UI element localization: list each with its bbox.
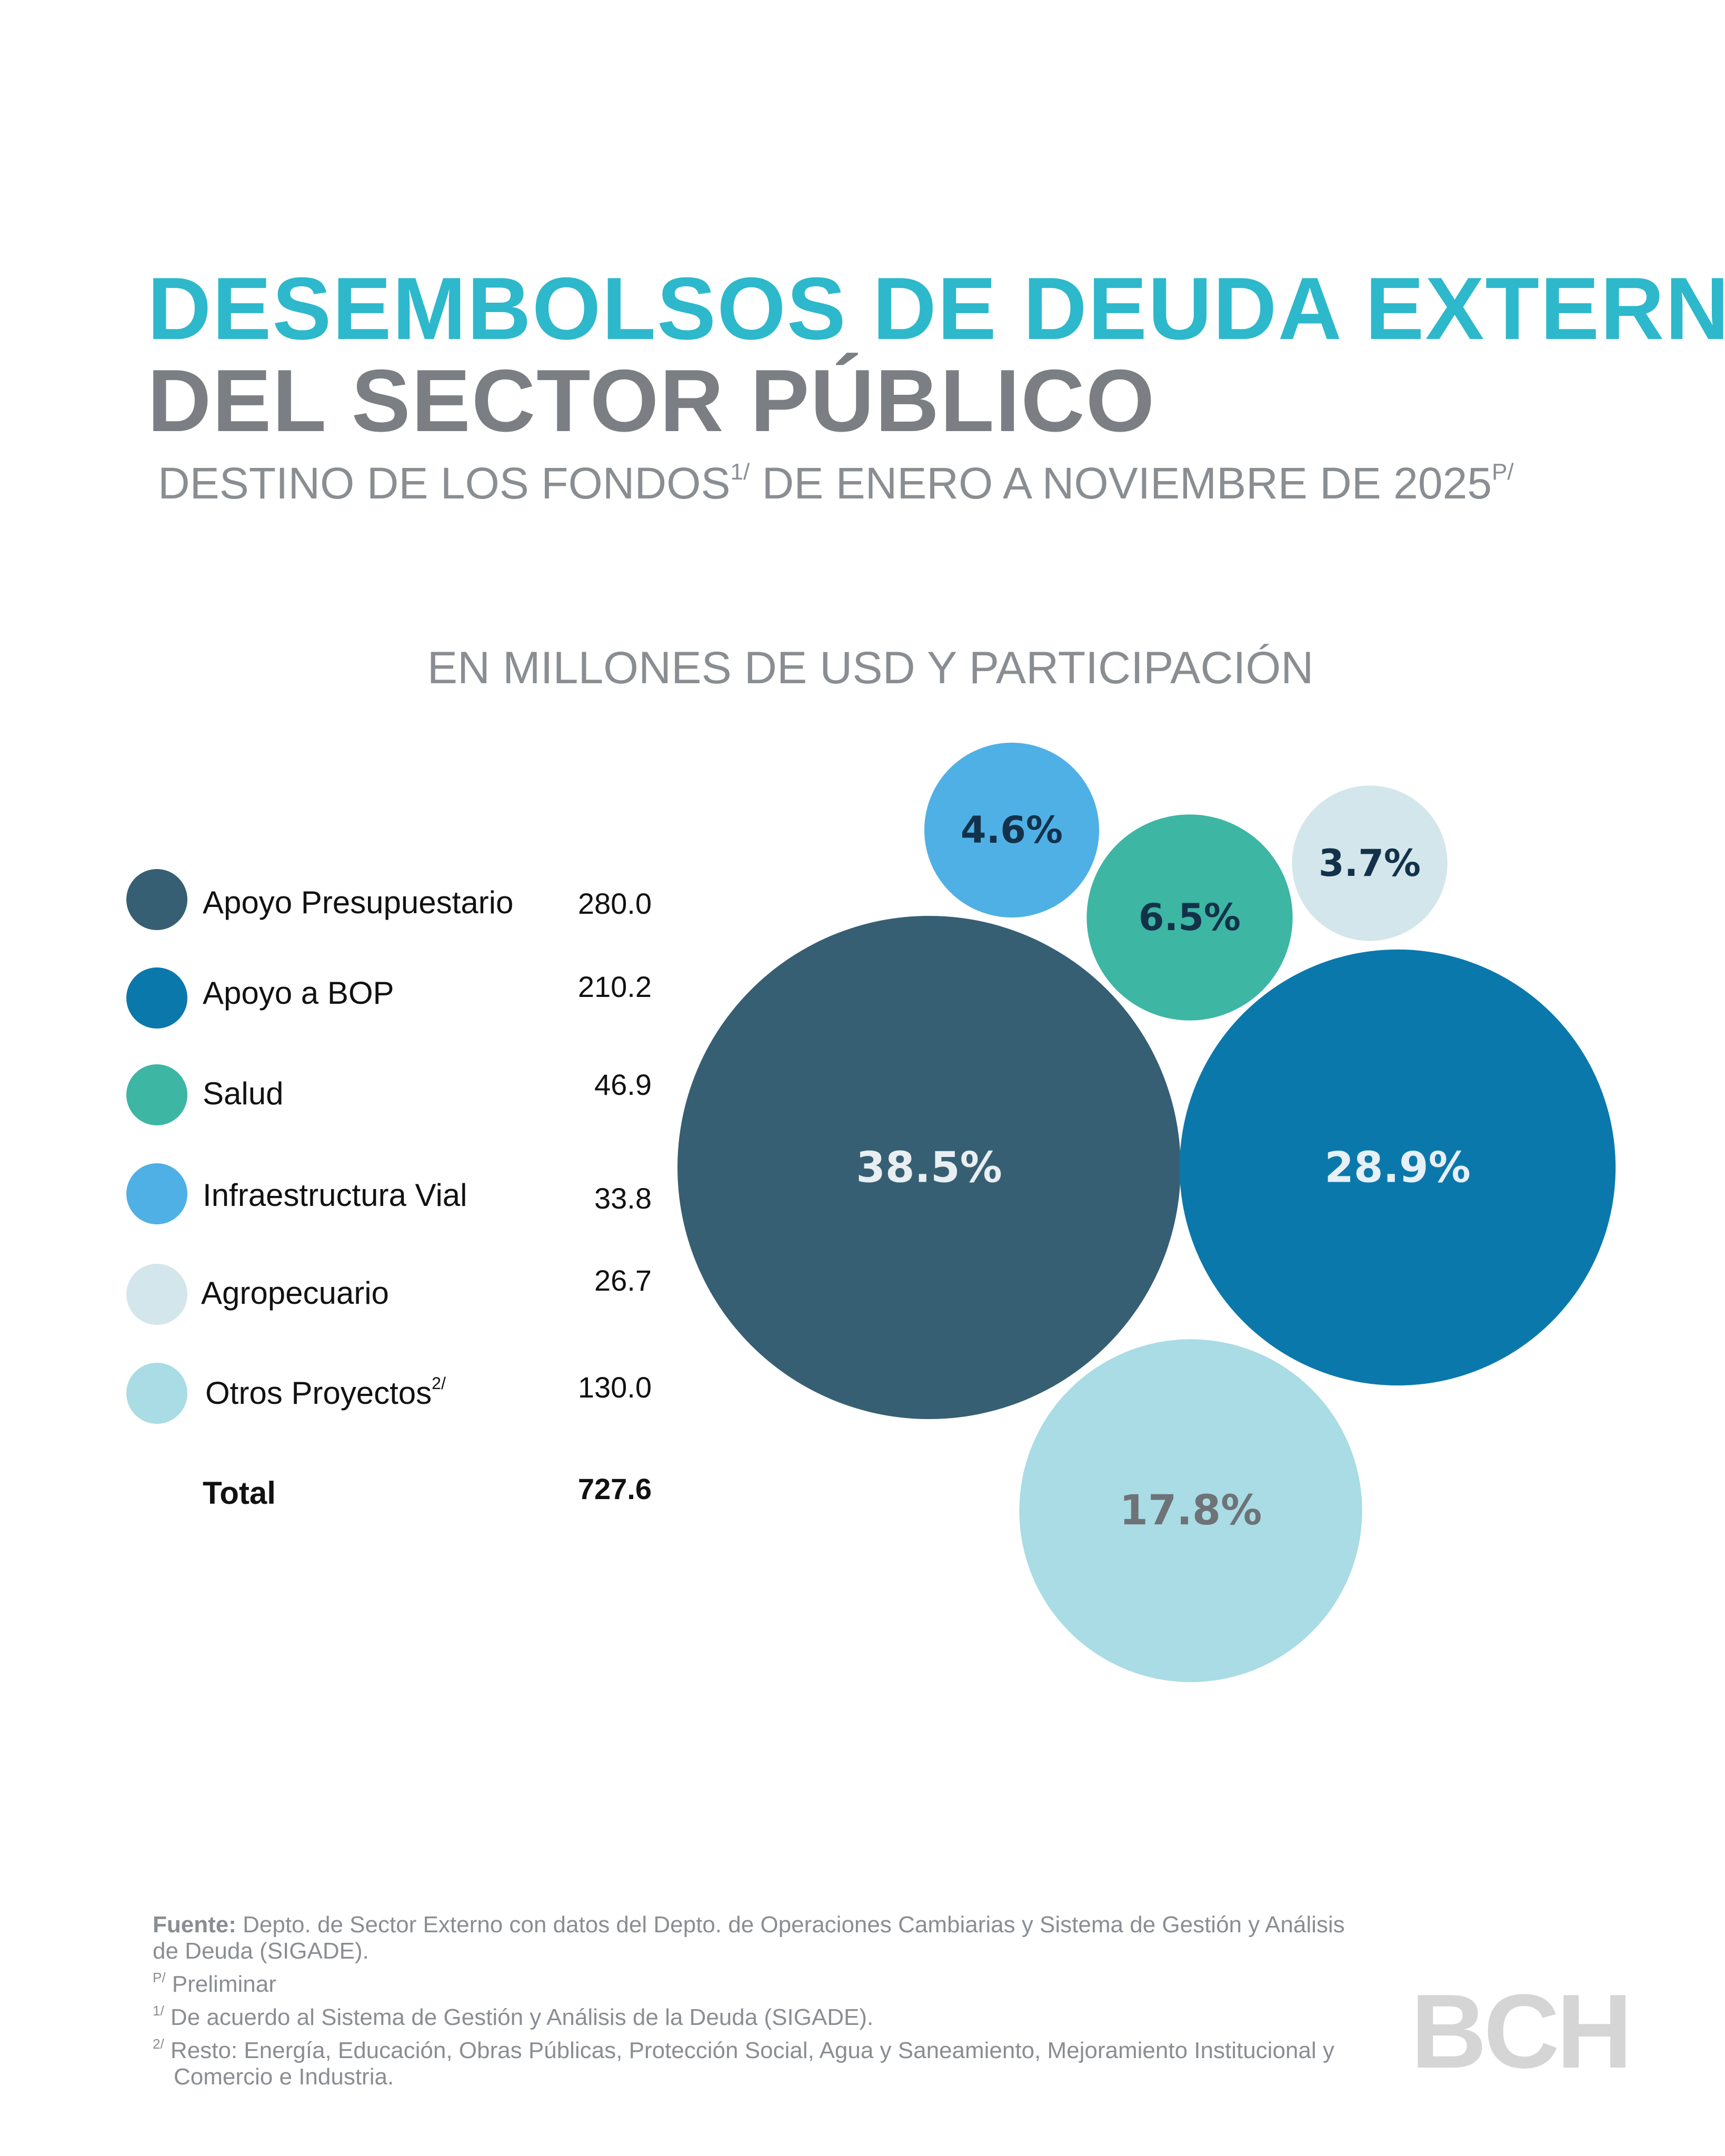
legend-dot-otros-proyectos [126, 1363, 187, 1424]
bubble-apoyo-presupuestario [677, 916, 1181, 1419]
legend-label-apoyo-bop: Apoyo a BOP [203, 975, 394, 1011]
bubble-infraestructura-vial [924, 742, 1100, 918]
legend-label-agropecuario: Agropecuario [201, 1275, 389, 1311]
legend-label-otros-proyectos-text: Otros Proyectos [205, 1375, 432, 1411]
footer-note-p-mark: P/ [153, 1970, 166, 1985]
total-label: Total [203, 1475, 276, 1511]
title-line-2: DEL SECTOR PÚBLICO [147, 351, 1156, 450]
legend-dot-infraestructura-vial [126, 1163, 187, 1224]
bubble-agropecuario [1292, 785, 1448, 941]
legend-footnote-mark-2: 2/ [432, 1374, 446, 1393]
footer-note-2-mark: 2/ [153, 2036, 164, 2052]
footer-source-line: Fuente: Depto. de Sector Externo con dat… [153, 1912, 1374, 1938]
footer-note-1-mark: 1/ [153, 2003, 164, 2019]
legend-value-apoyo-bop: 210.2 [577, 970, 652, 1003]
footer-source-text: Depto. de Sector Externo con datos del D… [236, 1912, 1345, 1938]
legend-dot-apoyo-presupuestario [126, 869, 187, 930]
units-label: EN MILLONES DE USD Y PARTICIPACIÓN [427, 643, 1314, 693]
bubble-label-apoyo-bop: 28.9% [1324, 1143, 1471, 1192]
legend-value-agropecuario: 26.7 [594, 1264, 652, 1297]
legend-value-infraestructura-vial: 33.8 [594, 1182, 652, 1215]
bubble-label-salud: 6.5% [1139, 896, 1241, 939]
subtitle-part-2: DE ENERO A NOVIEMBRE DE 2025 [750, 458, 1492, 508]
footer-source-label: Fuente: [153, 1912, 236, 1938]
legend-value-otros-proyectos: 130.0 [577, 1371, 652, 1404]
footer-note-p-text: Preliminar [165, 1971, 276, 1997]
footer-note-2: 2/ Resto: Energía, Educación, Obras Públ… [153, 2031, 1374, 2064]
bch-logo: BCH [1411, 1973, 1632, 2090]
bubble-apoyo-bop [1179, 949, 1616, 1386]
legend-value-salud: 46.9 [594, 1068, 652, 1101]
legend-label-otros-proyectos: Otros Proyectos2/ [205, 1374, 446, 1411]
title-line-1: DESEMBOLSOS DE DEUDA EXTERNA [147, 259, 1725, 358]
footer-note-2-text: Resto: Energía, Educación, Obras Pública… [164, 2038, 1334, 2063]
legend-dot-apoyo-bop [126, 967, 187, 1029]
footer-note-1: 1/ De acuerdo al Sistema de Gestión y An… [153, 1998, 1374, 2031]
legend-value-apoyo-presupuestario: 280.0 [577, 887, 652, 920]
footer-source-line-2: de Deuda (SIGADE). [153, 1938, 369, 1964]
bubble-label-agropecuario: 3.7% [1319, 842, 1421, 885]
bubble-otros-proyectos [1019, 1339, 1362, 1682]
footer-note-preliminary: P/ Preliminar [153, 1964, 1374, 1998]
subtitle: DESTINO DE LOS FONDOS1/ DE ENERO A NOVIE… [158, 458, 1514, 509]
total-value: 727.6 [577, 1472, 652, 1505]
legend-label-infraestructura-vial: Infraestructura Vial [203, 1177, 467, 1213]
subtitle-footnote-mark-1: 1/ [730, 459, 750, 485]
legend-label-salud: Salud [203, 1076, 284, 1111]
bubble-label-infraestructura-vial: 4.6% [961, 808, 1063, 852]
legend-dot-agropecuario [126, 1264, 187, 1325]
subtitle-preliminary-mark: P/ [1492, 459, 1514, 485]
legend-label-apoyo-presupuestario: Apoyo Presupuestario [203, 885, 514, 920]
legend-dot-salud [126, 1064, 187, 1125]
bubble-label-apoyo-presupuestario: 38.5% [856, 1143, 1002, 1192]
bubble-label-otros-proyectos: 17.8% [1120, 1487, 1262, 1534]
footer-note-1-text: De acuerdo al Sistema de Gestión y Análi… [164, 2004, 874, 2030]
footer-note-2-cont: Comercio e Industria. [174, 2064, 394, 2090]
subtitle-part-1: DESTINO DE LOS FONDOS [158, 458, 731, 508]
bubble-salud [1086, 814, 1293, 1021]
footer-notes: Fuente: Depto. de Sector Externo con dat… [153, 1912, 1374, 2090]
